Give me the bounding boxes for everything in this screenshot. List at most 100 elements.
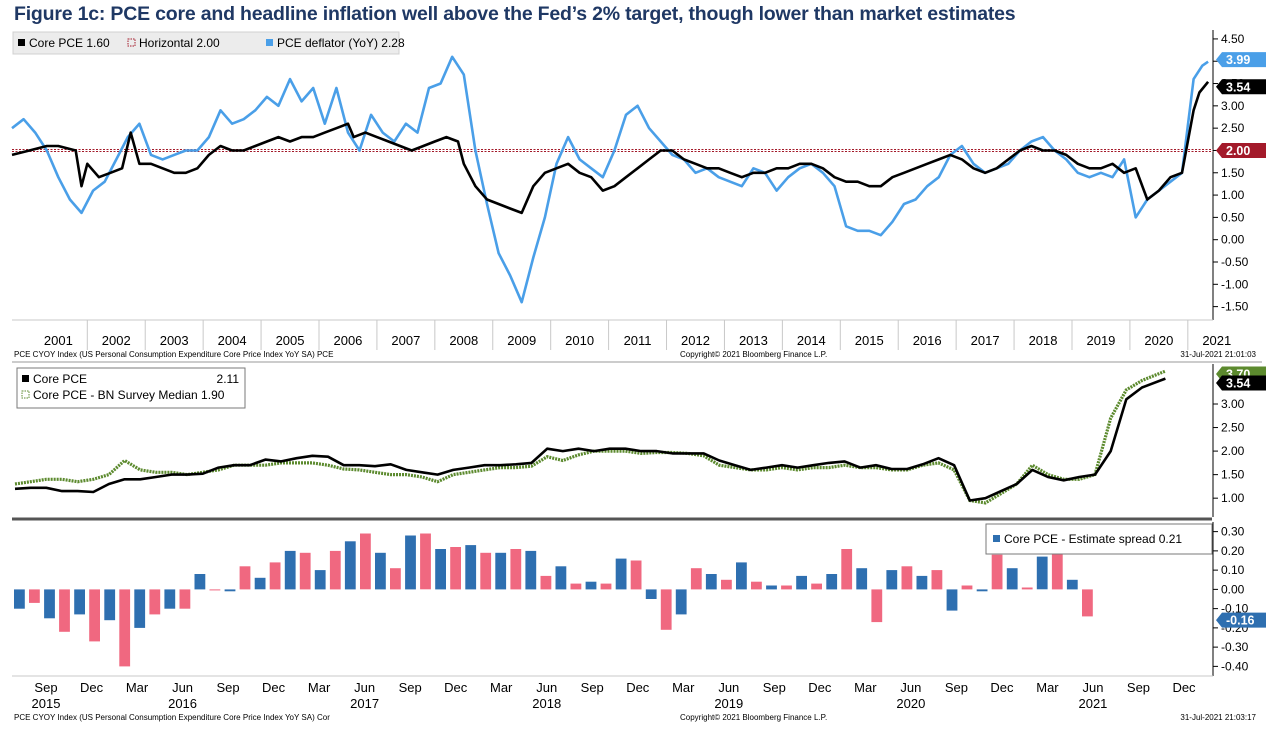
legend-value: 2.11 xyxy=(217,372,240,386)
top-end-badge-bg xyxy=(1216,79,1266,95)
legend-marker xyxy=(22,375,29,382)
spread-bar xyxy=(690,568,702,590)
top-legend-box xyxy=(12,31,400,55)
bot-footer-center: Copyright© 2021 Bloomberg Finance L.P. xyxy=(680,713,827,722)
top-x-tick-label: 2008 xyxy=(449,333,478,348)
bot-y-tick-label: -0.30 xyxy=(1221,640,1249,654)
bot-x-tick-label: Jun xyxy=(536,680,557,695)
bot-footer-right: 31-Jul-2021 21:03:17 xyxy=(1180,713,1256,722)
top-x-tick-label: 2019 xyxy=(1086,333,1115,348)
spread-bar xyxy=(705,574,717,590)
bot-x-tick-label: Dec xyxy=(1172,680,1196,695)
spread-bar xyxy=(811,583,822,590)
legend-label: Horizontal 2.00 xyxy=(139,36,220,50)
top-end-badge-bg xyxy=(1216,142,1266,158)
spread-bar xyxy=(390,568,401,590)
bot-x-tick-label: Mar xyxy=(854,680,877,695)
top-plot-area xyxy=(12,30,1211,320)
top-x-tick-label: 2006 xyxy=(333,333,362,348)
bot-x-tick-label: Dec xyxy=(80,680,104,695)
figure-title: Figure 1c: PCE core and headline inflati… xyxy=(14,3,1016,25)
spread-bar xyxy=(540,575,552,590)
top-footer-left: PCE CYOY Index (US Personal Consumption … xyxy=(14,350,333,359)
spread-bar xyxy=(344,541,356,590)
mid-y-tick-label: 1.50 xyxy=(1221,468,1245,482)
bot-y-tick-label: 0.00 xyxy=(1221,582,1245,596)
bot-x-tick-label: Sep xyxy=(945,680,968,695)
bot-x-tick-label: Mar xyxy=(490,680,513,695)
bot-x-tick-label: Jun xyxy=(1082,680,1103,695)
top-x-tick-label: 2014 xyxy=(797,333,826,348)
bot-y-tick-label: 0.10 xyxy=(1221,563,1245,577)
spread-bar xyxy=(224,589,236,592)
spread-bar xyxy=(269,562,281,590)
bot-footer-left: PCE CYOY Index (US Personal Consumption … xyxy=(14,713,330,722)
mid-legend-item: Core PCE 2.11 xyxy=(22,372,239,386)
spread-bar xyxy=(1021,587,1033,590)
spread-bar xyxy=(570,583,582,590)
spread-bar xyxy=(555,566,567,590)
bot-x-tick-label: Jun xyxy=(354,680,375,695)
top-x-tick-label: 2010 xyxy=(565,333,594,348)
spread-bar xyxy=(179,589,191,609)
spread-bar xyxy=(254,577,266,590)
top-y-tick-label: 1.50 xyxy=(1221,166,1245,180)
bot-x-tick-label: Jun xyxy=(900,680,921,695)
spread-bar xyxy=(194,574,206,590)
spread-bar xyxy=(14,589,25,609)
spread-bar xyxy=(841,549,853,590)
bot-end-badge-bg xyxy=(1216,612,1266,628)
spread-bar xyxy=(89,589,100,642)
spread-bar xyxy=(1051,550,1063,590)
top-y-tick-label: 1.00 xyxy=(1221,188,1245,202)
mid-end-badge: 3.54 xyxy=(1216,375,1266,391)
top-footer-right: 31-Jul-2021 21:01:03 xyxy=(1180,350,1256,359)
spread-bar xyxy=(119,589,131,667)
legend-label: Core PCE - BN Survey Median 1.90 xyxy=(33,388,225,402)
bot-x-year-label: 2018 xyxy=(532,696,561,711)
legend-marker xyxy=(266,39,273,46)
top-legend-item: PCE deflator (YoY) 2.28 xyxy=(266,36,405,50)
bot-x-tick-label: Jun xyxy=(718,680,739,695)
bot-x-year-label: 2016 xyxy=(168,696,197,711)
mid-y-tick-label: 3.00 xyxy=(1221,397,1245,411)
bot-x-year-label: 2017 xyxy=(350,696,379,711)
mid-y-tick-label: 1.00 xyxy=(1221,491,1245,505)
spread-bar xyxy=(645,589,657,599)
top-end-badge-bg xyxy=(1216,52,1266,68)
bot-x-tick-label: Dec xyxy=(444,680,468,695)
top-legend-item: Core PCE 1.60 xyxy=(18,36,110,50)
spread-bar xyxy=(164,589,176,609)
top-y-tick-label: 0.00 xyxy=(1221,233,1245,247)
bot-x-year-label: 2021 xyxy=(1078,696,1107,711)
top-x-tick-label: 2005 xyxy=(276,333,305,348)
mid-legend: Core PCE 2.11 Core PCE - BN Survey Median … xyxy=(16,367,246,409)
spread-bar xyxy=(991,554,1003,590)
spread-bar xyxy=(329,550,341,590)
spread-bar xyxy=(149,589,161,615)
top-y-tick-label: 2.50 xyxy=(1221,121,1245,135)
bot-x-tick-label: Dec xyxy=(990,680,1014,695)
top-x-tick-label: 2011 xyxy=(624,333,652,348)
bot-legend-box xyxy=(985,523,1213,555)
spread-bar xyxy=(525,550,537,590)
top-x-tick-label: 2015 xyxy=(855,333,884,348)
spread-bar xyxy=(1036,556,1048,590)
spread-bar xyxy=(721,579,732,590)
top-x-tick-label: 2020 xyxy=(1144,333,1173,348)
bot-x-tick-label: Sep xyxy=(1127,680,1150,695)
spread-bar xyxy=(751,581,762,590)
spread-bar xyxy=(450,547,461,590)
spread-bar xyxy=(585,581,597,590)
top-x-tick-label: 2002 xyxy=(102,333,131,348)
top-y-tick-label: -0.50 xyxy=(1221,255,1249,269)
spread-bar xyxy=(134,589,146,628)
bot-x-year-label: 2020 xyxy=(896,696,925,711)
spread-bar xyxy=(29,589,40,603)
spread-bar xyxy=(600,583,612,590)
spread-bar xyxy=(1006,568,1018,590)
top-end-badge-text: 2.00 xyxy=(1226,144,1250,158)
spread-bar xyxy=(976,589,988,592)
bot-x-tick-label: Sep xyxy=(34,680,57,695)
